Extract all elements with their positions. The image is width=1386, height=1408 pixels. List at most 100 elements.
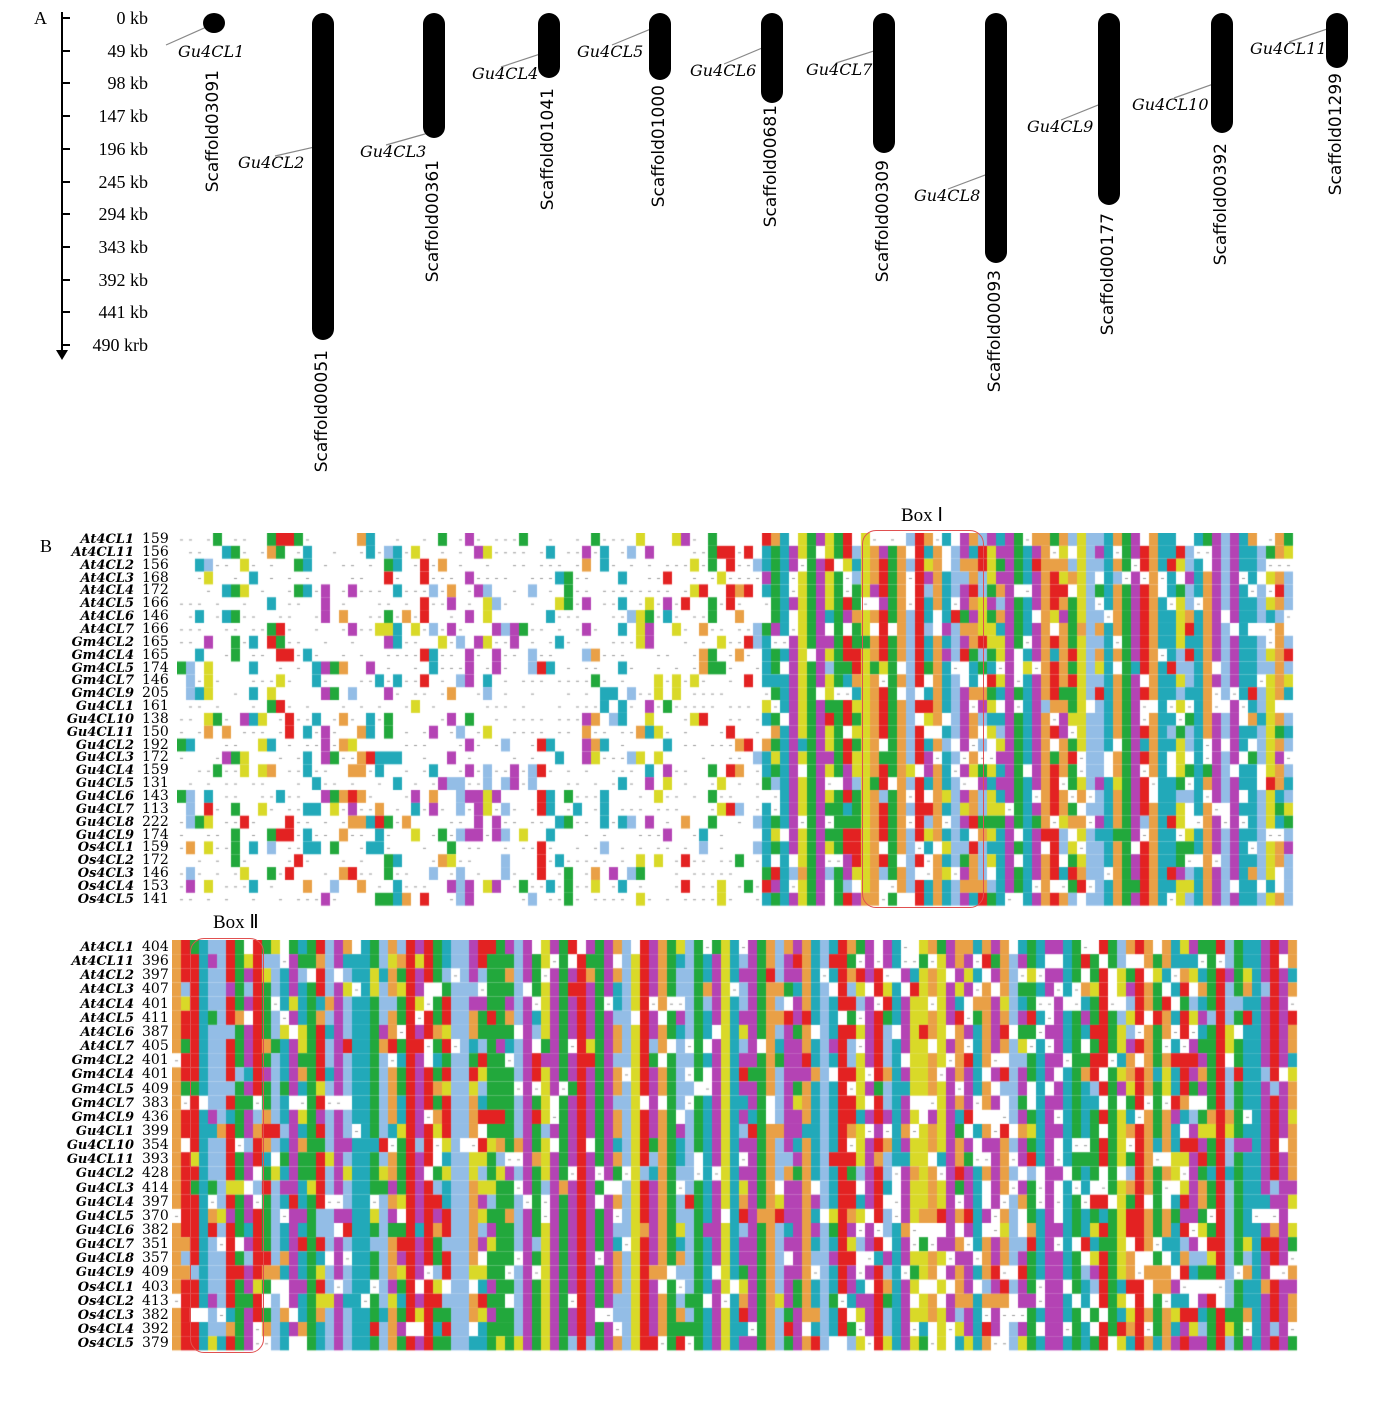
scaffold-bar	[1211, 13, 1233, 134]
scale-tick	[62, 344, 70, 346]
sequence-name: Gu4CL6	[75, 1223, 134, 1238]
sequence-name: At4CL5	[80, 596, 134, 612]
sequence-start-position: 146	[142, 608, 169, 625]
sequence-start-position: 382	[142, 1222, 169, 1238]
sequence-name: Gm4CL5	[71, 1081, 134, 1097]
sequence-start-position: 174	[142, 826, 169, 843]
sequence-start-position: 172	[142, 749, 169, 766]
sequence-name: Gm4CL9	[71, 686, 134, 702]
scale-tick	[62, 82, 70, 85]
scaffold-bar	[761, 13, 783, 104]
sequence-name: Gm4CL9	[71, 1109, 134, 1125]
sequence-start-position: 159	[142, 839, 169, 856]
sequence-name: Gm4CL4	[71, 647, 134, 663]
sequence-name: Gu4CL3	[75, 750, 134, 766]
sequence-name: At4CL5	[80, 1010, 134, 1026]
sequence-start-position: 404	[142, 939, 169, 955]
sequence-start-position: 165	[142, 646, 169, 663]
sequence-name: Gu4CL7	[75, 1237, 134, 1253]
sequence-start-position: 153	[142, 877, 169, 894]
sequence-start-position: 205	[142, 685, 169, 702]
sequence-start-position: 393	[142, 1151, 169, 1168]
alignment-block-2	[172, 940, 1300, 1352]
sequence-name: At4CL2	[80, 968, 134, 984]
sequence-name: Gm4CL2	[71, 1053, 134, 1069]
scaffold-bar	[203, 13, 225, 33]
sequence-name: Gm4CL5	[71, 660, 134, 676]
sequence-name: Gu4CL8	[75, 814, 134, 830]
sequence-start-position: 166	[142, 620, 169, 637]
sequence-start-position: 150	[142, 723, 169, 740]
sequence-start-position: 413	[142, 1292, 169, 1309]
gene-marker-line	[723, 45, 767, 65]
scaffold-label: Scaffold01000	[649, 85, 669, 208]
sequence-name: Os4CL1	[77, 1279, 134, 1295]
sequence-start-position: 436	[142, 1108, 169, 1125]
gene-label: Gu4CL5	[577, 42, 644, 61]
scale-tick-label: 490 krb	[92, 335, 149, 355]
sequence-start-position: 403	[142, 1278, 169, 1295]
sequence-name: Gu4CL5	[75, 776, 134, 792]
sequence-name: At4CL1	[80, 532, 134, 547]
sequence-name: At4CL7	[80, 1039, 134, 1055]
scaffold-label: Scaffold00392	[1211, 143, 1231, 266]
gene-label: Gu4CL7	[806, 60, 873, 79]
sequence-name: Os4CL4	[77, 878, 134, 894]
sequence-name: At4CL11	[71, 954, 135, 970]
sequence-name: Gu4CL11	[66, 724, 134, 740]
sequence-name: At4CL4	[80, 583, 134, 599]
sequence-start-position: 159	[142, 531, 169, 547]
panel-a-label: A	[34, 8, 47, 28]
sequence-name: Gu4CL1	[75, 699, 134, 715]
gene-marker-line	[1288, 27, 1332, 43]
gene-label: Gu4CL3	[360, 142, 427, 161]
sequence-name: Gu4CL4	[75, 1194, 134, 1210]
sequence-name: Gu4CL8	[75, 1251, 134, 1267]
sequence-name: Gm4CL7	[71, 1095, 134, 1111]
scaffold-bar	[873, 13, 895, 154]
scale-tick-label: 392 kb	[98, 269, 149, 290]
gene-marker-line	[835, 49, 879, 64]
sequence-name: At4CL6	[80, 609, 134, 625]
sequence-name: Gu4CL2	[75, 737, 134, 753]
gene-marker-line	[274, 145, 318, 157]
scale-tick-label: 147 kb	[98, 106, 149, 127]
sequence-start-position: 396	[142, 953, 169, 970]
scale-tick	[62, 213, 70, 216]
gene-marker-line	[1060, 102, 1104, 121]
sequence-start-position: 387	[142, 1023, 169, 1040]
gene-label: Gu4CL2	[238, 153, 305, 172]
scale-tick-label: 343 kb	[98, 236, 149, 257]
sequence-name: At4CL3	[80, 570, 134, 586]
scale-tick	[62, 147, 70, 150]
sequence-start-position: 159	[142, 762, 169, 779]
scaffold-bar	[649, 13, 671, 80]
sequence-start-position: 407	[142, 981, 169, 998]
sequence-start-position: 401	[142, 1066, 169, 1083]
scale-tick-label: 441 kb	[98, 302, 149, 323]
sequence-start-position: 172	[142, 852, 169, 869]
sequence-name: Gu4CL6	[75, 789, 134, 804]
sequence-name: Os4CL3	[77, 866, 134, 882]
sequence-start-position: 161	[142, 698, 169, 715]
sequence-name: At4CL1	[80, 940, 134, 955]
scale-tick-label: 294 kb	[98, 204, 149, 225]
sequence-start-position: 392	[142, 1321, 169, 1338]
gene-label: Gu4CL6	[690, 61, 757, 80]
sequence-start-position: 174	[142, 659, 169, 676]
sequence-name: Gu4CL2	[75, 1166, 134, 1182]
sequence-name: Gu4CL9	[75, 1265, 134, 1281]
scaffold-bar	[538, 13, 560, 79]
sequence-name: Os4CL2	[77, 853, 134, 869]
sequence-start-position: 409	[142, 1080, 169, 1097]
scaffold-bar	[312, 13, 334, 340]
sequence-start-position: 168	[142, 569, 169, 586]
sequence-start-position: 411	[142, 1009, 169, 1026]
scaffold-label: Scaffold03091	[203, 70, 223, 193]
sequence-name: Gu4CL3	[75, 1180, 134, 1196]
sequence-start-position: 399	[142, 1122, 169, 1139]
scaffold-label: Scaffold00681	[761, 105, 781, 228]
scaffold-label: Scaffold00093	[985, 270, 1005, 393]
sequence-name: At4CL2	[80, 557, 134, 573]
